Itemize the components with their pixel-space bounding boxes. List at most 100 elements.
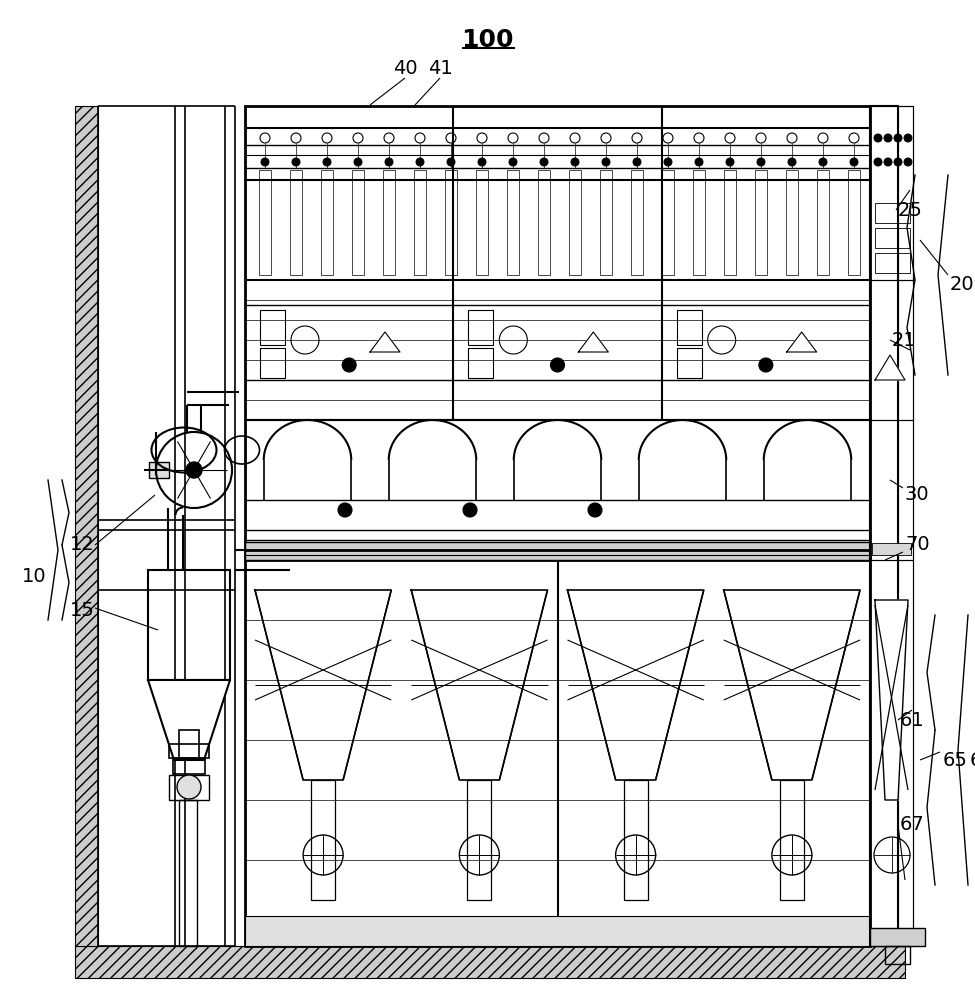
Bar bbox=[872, 543, 911, 555]
Circle shape bbox=[177, 775, 201, 799]
Bar bbox=[507, 170, 519, 275]
Bar bbox=[467, 780, 491, 900]
Circle shape bbox=[186, 462, 202, 478]
Circle shape bbox=[338, 503, 352, 517]
Circle shape bbox=[416, 158, 424, 166]
Bar bbox=[870, 560, 913, 946]
Circle shape bbox=[874, 158, 882, 166]
Circle shape bbox=[342, 358, 356, 372]
Text: 12: 12 bbox=[70, 536, 95, 554]
Circle shape bbox=[261, 158, 269, 166]
Bar bbox=[169, 744, 209, 758]
Circle shape bbox=[884, 134, 892, 142]
Bar bbox=[75, 106, 98, 946]
Text: 60: 60 bbox=[970, 750, 975, 770]
Circle shape bbox=[894, 134, 902, 142]
Bar bbox=[677, 348, 702, 378]
Bar bbox=[169, 775, 209, 800]
Circle shape bbox=[819, 158, 827, 166]
Circle shape bbox=[633, 158, 641, 166]
Bar bbox=[875, 228, 910, 248]
Bar bbox=[786, 170, 798, 275]
Bar bbox=[414, 170, 426, 275]
Bar bbox=[179, 800, 197, 946]
Bar bbox=[245, 542, 870, 560]
Circle shape bbox=[551, 358, 565, 372]
Bar bbox=[693, 170, 705, 275]
Circle shape bbox=[904, 158, 912, 166]
Circle shape bbox=[323, 158, 331, 166]
Circle shape bbox=[894, 158, 902, 166]
Text: 25: 25 bbox=[898, 200, 923, 220]
Circle shape bbox=[602, 158, 610, 166]
Polygon shape bbox=[723, 590, 860, 780]
Polygon shape bbox=[411, 590, 548, 780]
Text: 61: 61 bbox=[900, 710, 924, 730]
Text: 40: 40 bbox=[393, 58, 417, 78]
Text: 30: 30 bbox=[905, 486, 929, 504]
Bar bbox=[179, 730, 199, 760]
Polygon shape bbox=[148, 680, 230, 760]
Bar bbox=[755, 170, 767, 275]
Bar bbox=[677, 310, 702, 345]
Bar bbox=[260, 348, 285, 378]
Bar bbox=[259, 170, 271, 275]
Circle shape bbox=[726, 158, 734, 166]
Text: 20: 20 bbox=[950, 275, 975, 294]
Bar bbox=[848, 170, 860, 275]
Bar bbox=[885, 946, 910, 964]
Text: 100: 100 bbox=[461, 28, 513, 52]
Text: 70: 70 bbox=[905, 536, 929, 554]
Bar bbox=[870, 106, 913, 280]
Bar bbox=[724, 170, 736, 275]
Circle shape bbox=[540, 158, 548, 166]
Bar bbox=[260, 310, 285, 345]
Circle shape bbox=[292, 158, 300, 166]
Bar bbox=[631, 170, 643, 275]
Circle shape bbox=[354, 158, 362, 166]
Circle shape bbox=[509, 158, 517, 166]
Circle shape bbox=[884, 158, 892, 166]
Polygon shape bbox=[875, 355, 905, 380]
Bar bbox=[245, 106, 870, 946]
Circle shape bbox=[588, 503, 602, 517]
Bar bbox=[870, 928, 925, 946]
Polygon shape bbox=[578, 332, 608, 352]
Circle shape bbox=[695, 158, 703, 166]
Bar bbox=[383, 170, 395, 275]
Polygon shape bbox=[370, 332, 400, 352]
Bar bbox=[875, 203, 910, 223]
Circle shape bbox=[788, 158, 796, 166]
Bar bbox=[290, 170, 302, 275]
Circle shape bbox=[850, 158, 858, 166]
Circle shape bbox=[478, 158, 486, 166]
Polygon shape bbox=[787, 332, 817, 352]
Bar bbox=[468, 310, 493, 345]
Bar bbox=[321, 170, 333, 275]
Polygon shape bbox=[567, 590, 704, 780]
Bar bbox=[468, 348, 493, 378]
Bar bbox=[538, 170, 550, 275]
Circle shape bbox=[874, 134, 882, 142]
Circle shape bbox=[904, 134, 912, 142]
Bar bbox=[870, 280, 913, 420]
Bar bbox=[352, 170, 364, 275]
Circle shape bbox=[759, 358, 773, 372]
Bar bbox=[870, 106, 898, 946]
Bar bbox=[898, 106, 913, 946]
Polygon shape bbox=[255, 590, 391, 780]
Text: 41: 41 bbox=[428, 58, 452, 78]
Bar bbox=[245, 916, 870, 946]
Circle shape bbox=[664, 158, 672, 166]
Circle shape bbox=[447, 158, 455, 166]
Bar bbox=[662, 170, 674, 275]
Circle shape bbox=[385, 158, 393, 166]
Bar bbox=[476, 170, 488, 275]
Bar bbox=[600, 170, 612, 275]
Bar bbox=[149, 462, 169, 478]
Bar bbox=[870, 420, 913, 560]
Bar bbox=[445, 170, 457, 275]
Text: 65: 65 bbox=[943, 750, 968, 770]
Bar bbox=[173, 758, 205, 774]
Text: 15: 15 bbox=[70, 600, 95, 619]
